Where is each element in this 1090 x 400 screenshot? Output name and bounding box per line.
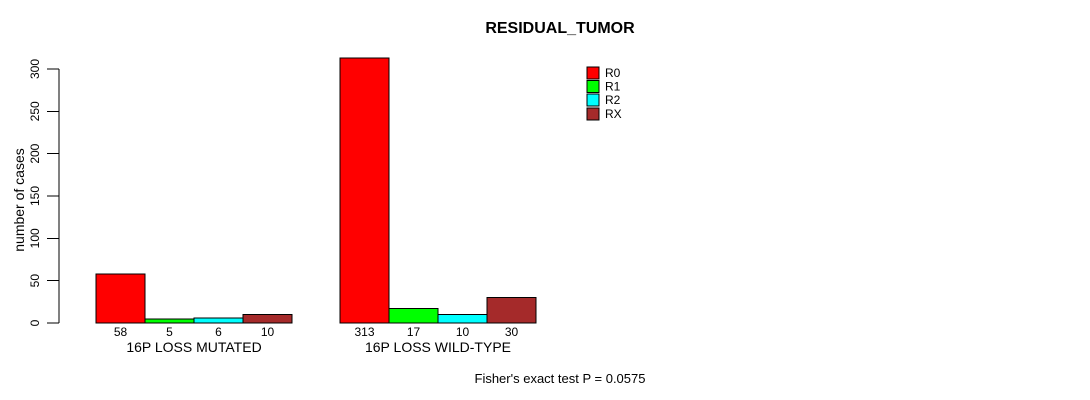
y-tick-label: 150: [28, 186, 42, 206]
bar-value-label: 5: [166, 325, 173, 339]
legend-label: R0: [605, 66, 621, 80]
y-tick-label: 250: [28, 101, 42, 121]
category-label: 16P LOSS MUTATED: [126, 339, 261, 355]
bar-value-label: 313: [354, 325, 374, 339]
y-tick-label: 100: [28, 228, 42, 248]
stat-annotation: Fisher's exact test P = 0.0575: [474, 371, 646, 386]
legend-label: R2: [605, 93, 621, 107]
y-tick-label: 0: [28, 319, 42, 326]
legend-swatch-r0: [586, 66, 600, 80]
bar-r0-group1: [95, 273, 146, 324]
bar-r0-group2: [339, 57, 390, 324]
legend-label: RX: [605, 107, 622, 121]
bar-value-label: 10: [261, 325, 275, 339]
category-label: 16P LOSS WILD-TYPE: [365, 339, 511, 355]
bar-value-label: 6: [215, 325, 222, 339]
legend-swatch-rx: [586, 107, 600, 121]
y-tick-label: 50: [28, 274, 42, 288]
bar-value-label: 30: [505, 325, 519, 339]
bar-r1-group1: [144, 318, 195, 324]
bar-r2-group1: [193, 317, 244, 324]
y-tick-label: 300: [28, 59, 42, 79]
bar-rx-group1: [242, 314, 293, 324]
bar-value-label: 58: [114, 325, 128, 339]
chart-title: RESIDUAL_TUMOR: [485, 20, 635, 37]
bar-r2-group2: [437, 314, 488, 324]
bar-value-label: 10: [456, 325, 470, 339]
y-tick-label: 200: [28, 143, 42, 163]
legend-swatch-r2: [586, 93, 600, 107]
legend-label: R1: [605, 80, 621, 94]
bar-rx-group2: [486, 297, 537, 324]
legend-swatch-r1: [586, 80, 600, 94]
bar-value-label: 17: [407, 325, 421, 339]
bar-r1-group2: [388, 308, 439, 324]
